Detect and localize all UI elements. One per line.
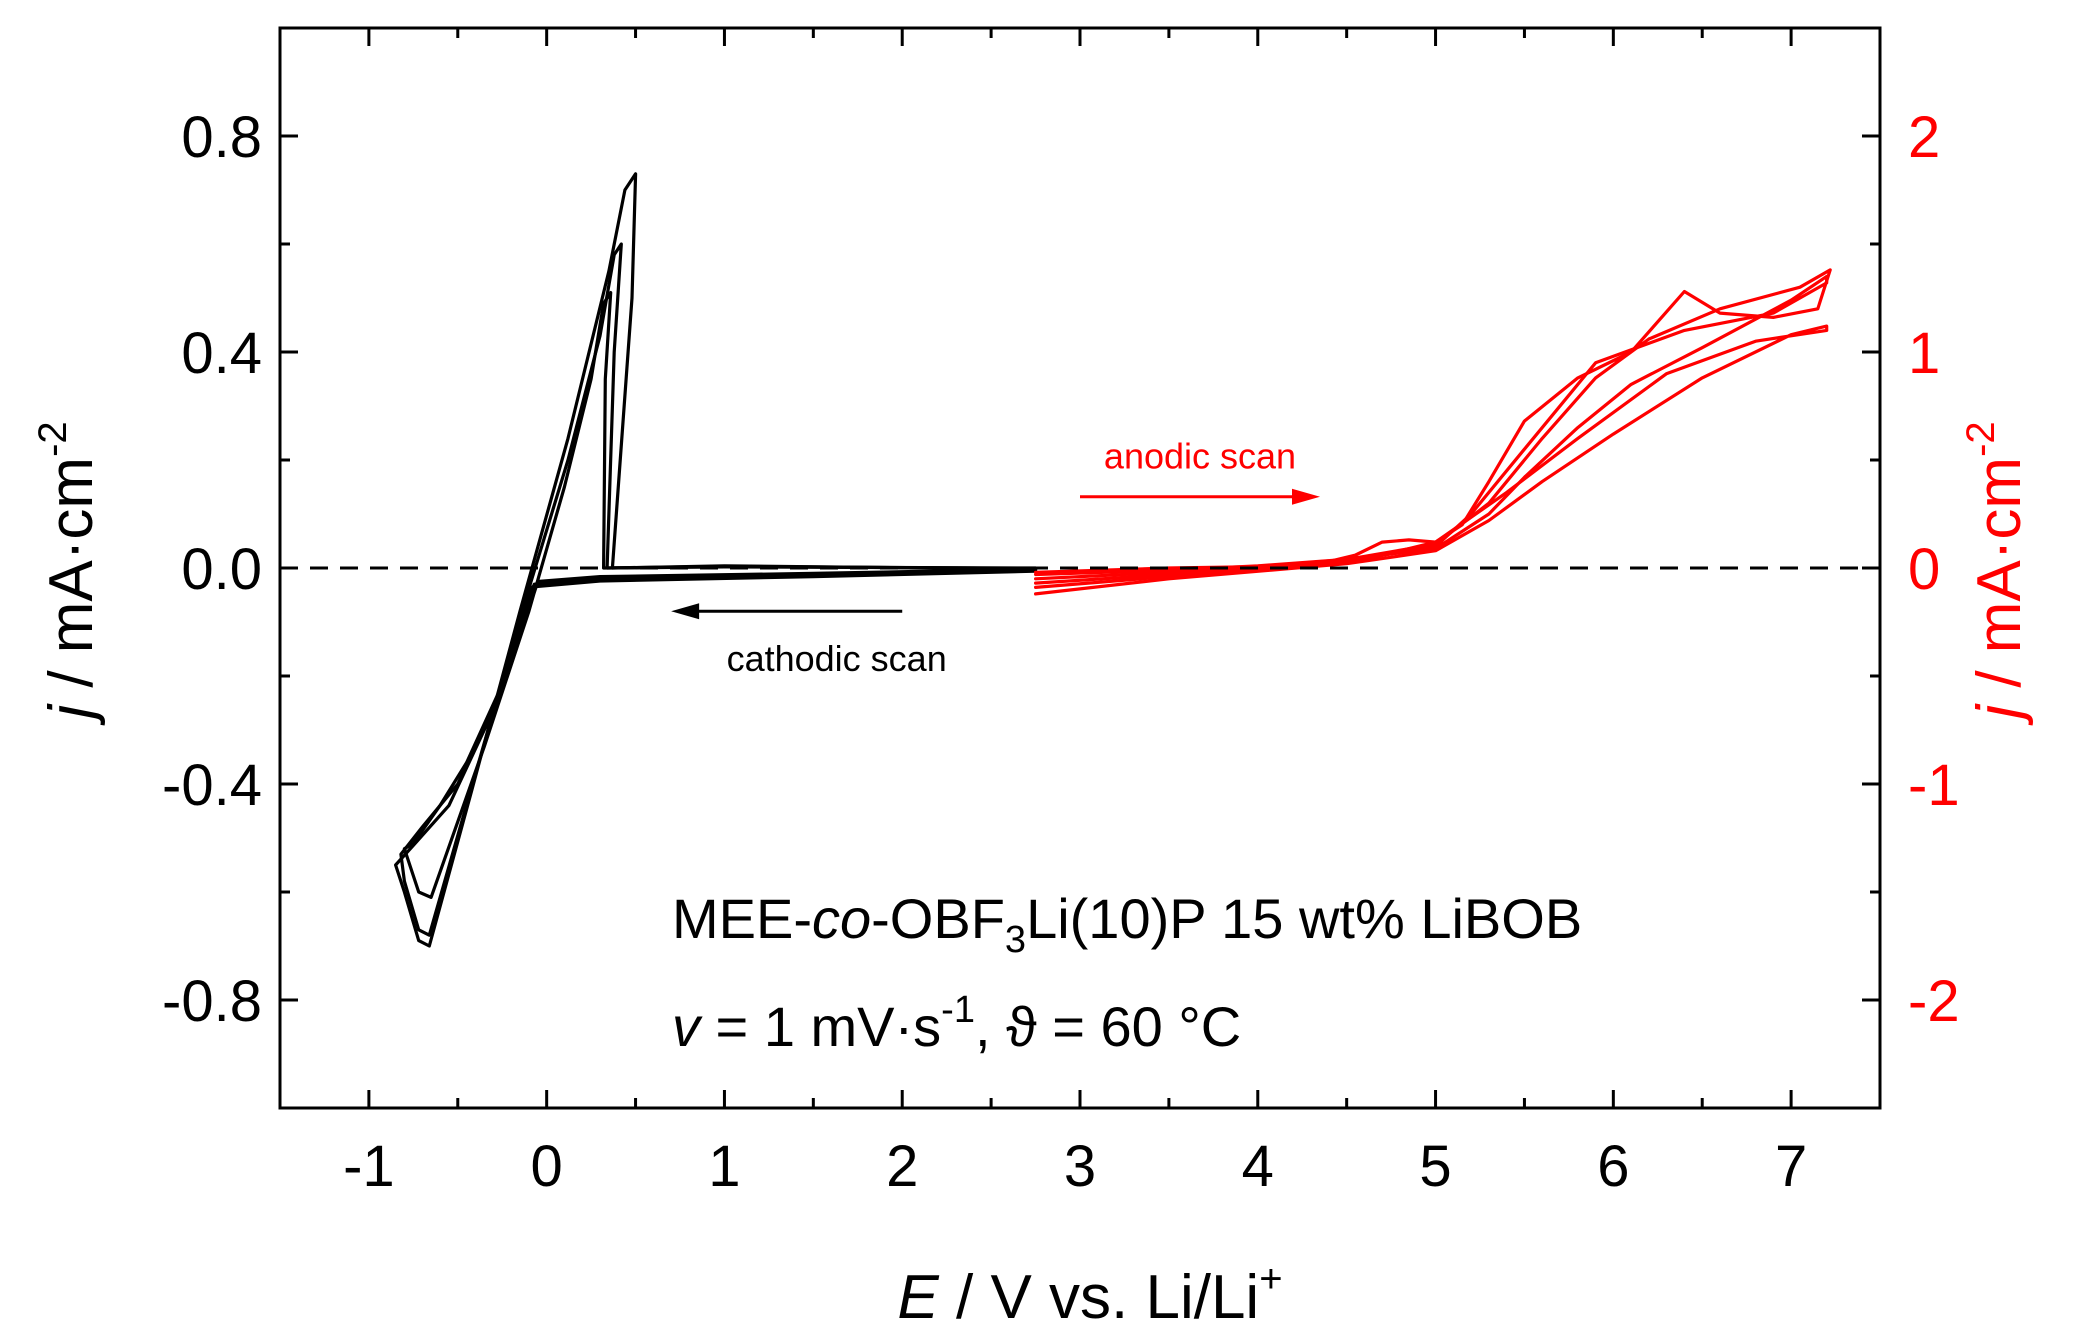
tick-labels-group: -1 0 1 2 3 4 5 6 7 -0.8 -0.4 0.0 0.4 0.8 -2 -1 0 1 2	[162, 105, 1960, 1199]
right-y-axis-title-italic: j	[1965, 703, 2034, 726]
x-tick-label: 4	[1242, 1134, 1274, 1199]
left-y-axis-title-superscript: -2	[31, 421, 75, 457]
x-tick-label: 2	[886, 1134, 918, 1199]
right-y-axis-title: j / mA·cm-2	[1959, 421, 2034, 725]
sample-info-label: MEE-co-OBF3Li(10)P 15 wt% LiBOB	[672, 887, 1582, 961]
annotations-group: anodic scan cathodic scan	[671, 436, 1320, 679]
conditions-label: v = 1 mV·s-1, ϑ = 60 °C	[672, 989, 1241, 1058]
y-left-tick-label: -0.4	[162, 753, 262, 818]
x-tick-label: 6	[1597, 1134, 1629, 1199]
y-right-tick-label: 0	[1908, 537, 1940, 602]
x-tick-label: 3	[1064, 1134, 1096, 1199]
series-line-cathodic-3	[394, 172, 1038, 948]
series-line-cathodic-1	[402, 291, 1038, 900]
y-left-tick-label: 0.0	[181, 537, 262, 602]
y-right-tick-label: -1	[1908, 753, 1960, 818]
y-left-tick-label: -0.8	[162, 969, 262, 1034]
sample-info-part: MEE-	[672, 887, 812, 950]
x-axis-title-text: / V vs. Li/Li	[939, 1263, 1259, 1332]
anodic-scan-label: anodic scan	[1104, 436, 1296, 477]
anodic-scan-arrowhead	[1292, 488, 1320, 505]
x-tick-label: 0	[531, 1134, 563, 1199]
conditions-italic: v	[672, 995, 703, 1058]
left-y-axis-title-text: / mA·cm	[37, 457, 106, 705]
x-tick-label: 5	[1419, 1134, 1451, 1199]
cathodic-scan-label: cathodic scan	[727, 638, 947, 679]
y-left-tick-label: 0.8	[181, 105, 262, 170]
sample-info-italic: co	[812, 887, 871, 950]
tick-marks-group	[278, 26, 1882, 1110]
series-line-cathodic-2	[399, 242, 1038, 937]
y-left-tick-label: 0.4	[181, 321, 262, 386]
y-right-tick-label: -2	[1908, 969, 1960, 1034]
x-tick-label: -1	[343, 1134, 395, 1199]
conditions-part: , ϑ = 60 °C	[975, 995, 1241, 1058]
series-line-anodic-3	[1033, 268, 1832, 585]
x-axis-title-italic: E	[897, 1263, 939, 1332]
right-y-axis-title-superscript: -2	[1959, 421, 2003, 457]
left-y-axis-title: j / mA·cm-2	[31, 421, 106, 725]
conditions-part: = 1 mV·s	[700, 995, 941, 1058]
left-y-axis-title-italic: j	[37, 703, 106, 726]
x-tick-label: 7	[1775, 1134, 1807, 1199]
y-right-tick-label: 1	[1908, 321, 1940, 386]
sample-info-subscript: 3	[1005, 919, 1026, 961]
cathodic-scan-arrowhead	[671, 603, 700, 620]
x-axis-title-superscript: +	[1259, 1257, 1282, 1301]
right-y-axis-title-text: / mA·cm	[1965, 457, 2034, 705]
conditions-superscript: -1	[941, 989, 975, 1031]
x-axis-title: E / V vs. Li/Li+	[897, 1257, 1282, 1332]
x-tick-label: 1	[708, 1134, 740, 1199]
plot-lines-group	[394, 172, 1832, 948]
y-right-tick-label: 2	[1908, 105, 1940, 170]
sample-info-part: Li(10)P 15 wt% LiBOB	[1026, 887, 1582, 950]
sample-info-part: -OBF	[871, 887, 1005, 950]
